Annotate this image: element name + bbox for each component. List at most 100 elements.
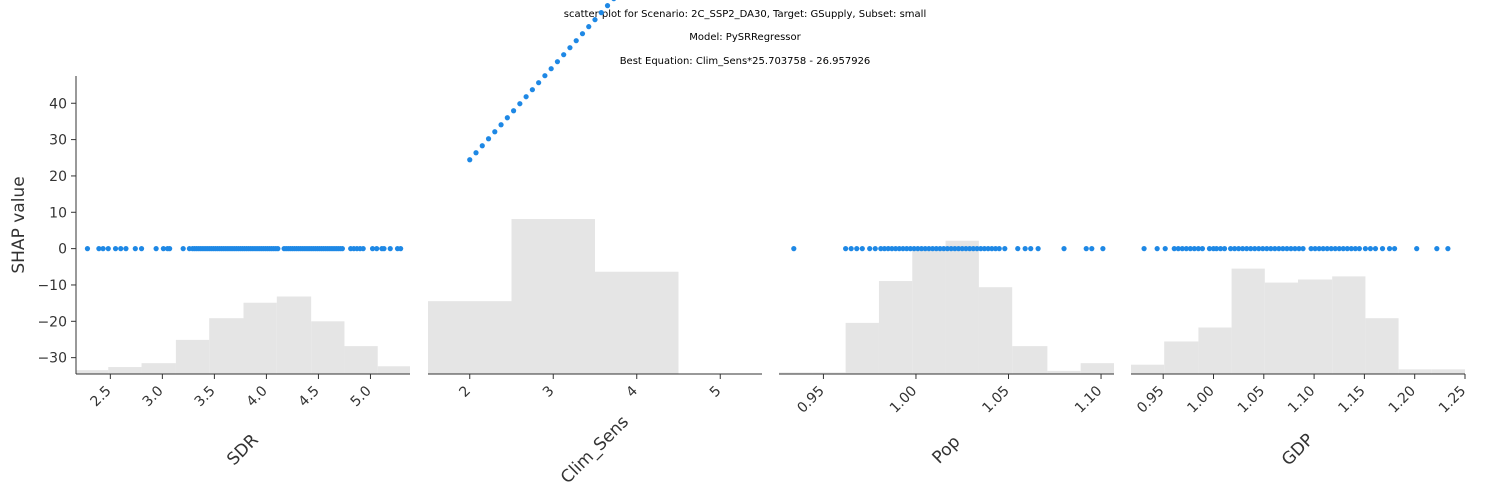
scatter-point <box>1268 246 1274 252</box>
scatter-point <box>586 24 592 30</box>
scatter-point <box>381 246 387 252</box>
scatter-point <box>398 246 404 252</box>
scatter-point <box>1022 246 1028 252</box>
y-tick-label: 20 <box>49 169 67 185</box>
y-tick-label: 30 <box>49 133 67 149</box>
histogram-bar <box>812 372 846 374</box>
scatter-point <box>989 246 995 252</box>
scatter-point <box>118 246 124 252</box>
histogram-bar <box>1012 346 1048 374</box>
x-tick-label: 1.25 <box>1436 383 1469 416</box>
scatter-point <box>1276 246 1282 252</box>
scatter-point <box>933 246 939 252</box>
scatter-point <box>1344 246 1350 252</box>
histogram-bar <box>845 322 879 374</box>
scatter-point <box>854 246 860 252</box>
scatter-point <box>1379 246 1386 252</box>
scatter-point <box>96 246 102 252</box>
scatter-point <box>1414 246 1420 252</box>
scatter-point <box>542 73 548 79</box>
scatter-point <box>1141 246 1147 252</box>
histogram-bar <box>1332 276 1366 374</box>
scatter-point <box>123 246 129 252</box>
scatter-point <box>479 143 485 149</box>
scatter-point <box>1340 246 1346 252</box>
y-tick-label: −30 <box>37 351 67 367</box>
scatter-point <box>1300 246 1306 252</box>
scatter-point <box>1002 246 1008 252</box>
scatter-point <box>1264 246 1270 252</box>
histogram-bar <box>1080 363 1114 374</box>
scatter-point <box>611 0 616 2</box>
scatter-point <box>598 10 604 16</box>
histogram-bar <box>1398 369 1432 374</box>
x-tick-label: 3 <box>540 383 558 401</box>
x-tick-label: 5 <box>707 383 725 401</box>
scatter-point <box>529 87 535 93</box>
scatter-point <box>1240 246 1246 252</box>
histogram-bar <box>344 346 378 374</box>
scatter-point <box>872 246 878 252</box>
scatter-point <box>492 129 498 135</box>
scatter-point <box>567 45 573 51</box>
scatter-point <box>1015 246 1021 252</box>
scatter-point <box>1391 246 1398 252</box>
scatter-point <box>504 115 510 121</box>
scatter-point <box>1252 246 1258 252</box>
scatter-point <box>1035 246 1041 252</box>
scatter-point <box>926 246 932 252</box>
scatter-point <box>885 246 891 252</box>
scatter-point <box>1089 246 1095 252</box>
scatter-point <box>907 246 914 252</box>
scatter-point <box>1445 246 1451 252</box>
scatter-point <box>937 246 943 252</box>
histogram-bar <box>1131 364 1165 374</box>
histogram-bar <box>945 240 979 374</box>
scatter-point <box>1061 246 1067 252</box>
scatter-point <box>843 246 849 252</box>
scatter-point <box>1280 246 1286 252</box>
scatter-point <box>941 246 947 252</box>
y-tick-label: −20 <box>37 314 67 330</box>
y-tick-label: 0 <box>58 242 67 258</box>
scatter-point <box>473 150 479 156</box>
scatter-point <box>360 246 366 252</box>
scatter-point <box>848 246 854 252</box>
scatter-point <box>84 246 91 252</box>
scatter-point <box>1100 246 1106 252</box>
scatter-point <box>893 246 899 252</box>
histogram-bar <box>209 318 244 374</box>
scatter-point <box>948 246 954 252</box>
scatter-point <box>1356 246 1362 252</box>
x-tick-label: 4.0 <box>244 383 271 410</box>
x-axis-title: Clim_Sens <box>557 412 633 488</box>
scatter-point <box>1348 246 1354 252</box>
scatter-point <box>554 59 561 65</box>
y-axis-title: SHAP value <box>9 176 29 273</box>
figure-title-line-1: scatter plot for Scenario: 2C_SSP2_DA30,… <box>563 9 927 20</box>
scatter-point <box>132 246 138 252</box>
scatter-point <box>959 246 965 252</box>
histogram-bar <box>1047 370 1081 374</box>
x-axis-title: SDR <box>223 430 263 470</box>
scatter-point <box>981 246 988 252</box>
scatter-point <box>592 17 598 23</box>
histogram-bar <box>243 302 277 374</box>
x-axis-title: GDP <box>1278 430 1318 470</box>
scatter-point <box>859 246 865 252</box>
scatter-point <box>791 246 797 252</box>
scatter-point <box>1244 246 1250 252</box>
scatter-point <box>944 246 951 252</box>
histogram-bar <box>978 287 1013 374</box>
x-tick-label: 1.05 <box>979 383 1012 416</box>
scatter-point <box>1386 246 1393 252</box>
scatter-point <box>1171 246 1177 252</box>
histogram-bar <box>511 219 595 374</box>
histogram-bar <box>311 321 345 374</box>
scatter-point <box>978 246 984 252</box>
y-tick-label: 10 <box>49 205 67 221</box>
y-tick-label: −10 <box>37 278 67 294</box>
histogram-bar <box>779 372 813 374</box>
scatter-point <box>485 136 492 142</box>
